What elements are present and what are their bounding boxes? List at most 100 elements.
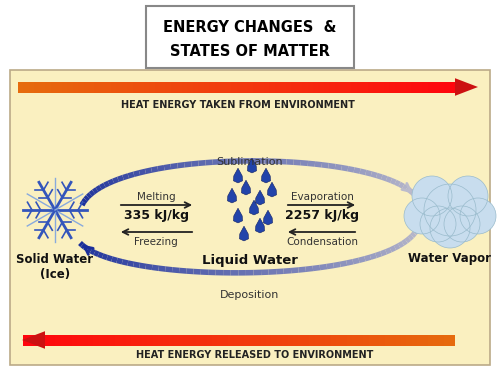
Circle shape (444, 206, 480, 242)
Polygon shape (444, 81, 450, 93)
Polygon shape (72, 334, 77, 345)
Polygon shape (40, 81, 46, 93)
Text: Condensation: Condensation (286, 237, 358, 247)
Polygon shape (231, 81, 236, 93)
Polygon shape (368, 81, 373, 93)
Polygon shape (24, 81, 29, 93)
Polygon shape (336, 334, 342, 345)
Polygon shape (149, 81, 154, 93)
Polygon shape (218, 334, 223, 345)
Polygon shape (209, 81, 214, 93)
Polygon shape (374, 334, 380, 345)
Polygon shape (201, 334, 206, 345)
Polygon shape (244, 334, 250, 345)
Polygon shape (395, 81, 400, 93)
Polygon shape (44, 334, 50, 345)
Polygon shape (204, 81, 209, 93)
Polygon shape (439, 334, 444, 345)
Polygon shape (358, 334, 363, 345)
Polygon shape (417, 81, 422, 93)
Polygon shape (82, 334, 88, 345)
Polygon shape (110, 334, 115, 345)
Circle shape (424, 184, 476, 236)
Polygon shape (356, 81, 362, 93)
Polygon shape (234, 208, 242, 223)
Polygon shape (239, 334, 244, 345)
Polygon shape (250, 334, 255, 345)
Polygon shape (78, 81, 84, 93)
Polygon shape (390, 81, 395, 93)
Polygon shape (23, 334, 28, 345)
Circle shape (448, 176, 488, 216)
Polygon shape (29, 81, 34, 93)
Polygon shape (66, 334, 71, 345)
Polygon shape (255, 334, 260, 345)
Polygon shape (34, 334, 39, 345)
Polygon shape (176, 81, 182, 93)
Text: HEAT ENERGY TAKEN FROM ENVIRONMENT: HEAT ENERGY TAKEN FROM ENVIRONMENT (121, 100, 355, 110)
Polygon shape (84, 81, 89, 93)
Polygon shape (342, 334, 347, 345)
Polygon shape (88, 334, 93, 345)
Polygon shape (293, 334, 298, 345)
Polygon shape (196, 334, 201, 345)
Polygon shape (220, 81, 226, 93)
Polygon shape (104, 334, 110, 345)
Polygon shape (160, 81, 166, 93)
Polygon shape (362, 81, 368, 93)
Polygon shape (422, 81, 428, 93)
Polygon shape (214, 81, 220, 93)
Polygon shape (401, 334, 406, 345)
Polygon shape (106, 81, 111, 93)
Polygon shape (228, 188, 236, 203)
Text: Evaporation: Evaporation (290, 192, 354, 202)
Polygon shape (326, 334, 331, 345)
Polygon shape (406, 81, 411, 93)
Polygon shape (373, 81, 378, 93)
Polygon shape (98, 334, 104, 345)
Polygon shape (346, 81, 351, 93)
FancyBboxPatch shape (146, 6, 354, 68)
Polygon shape (28, 334, 34, 345)
Polygon shape (422, 334, 428, 345)
Circle shape (420, 206, 456, 242)
Polygon shape (171, 81, 176, 93)
Polygon shape (18, 81, 24, 93)
Polygon shape (291, 81, 296, 93)
Polygon shape (236, 81, 242, 93)
Circle shape (460, 198, 496, 234)
Polygon shape (318, 81, 324, 93)
Text: Solid Water
(Ice): Solid Water (Ice) (16, 253, 94, 281)
Polygon shape (22, 331, 45, 349)
Polygon shape (268, 182, 276, 197)
Text: ENERGY CHANGES  &: ENERGY CHANGES & (164, 21, 336, 36)
Polygon shape (56, 81, 62, 93)
Polygon shape (132, 81, 138, 93)
Polygon shape (450, 81, 455, 93)
Polygon shape (122, 81, 127, 93)
Polygon shape (147, 334, 152, 345)
Polygon shape (266, 334, 272, 345)
Polygon shape (248, 158, 256, 173)
Polygon shape (264, 210, 272, 225)
Polygon shape (62, 81, 67, 93)
Polygon shape (298, 334, 304, 345)
Polygon shape (406, 334, 412, 345)
Polygon shape (188, 81, 193, 93)
Polygon shape (262, 168, 270, 183)
Polygon shape (270, 81, 274, 93)
Polygon shape (320, 334, 326, 345)
Polygon shape (331, 334, 336, 345)
Text: Water Vapor: Water Vapor (408, 252, 492, 265)
Polygon shape (412, 81, 417, 93)
Polygon shape (138, 81, 143, 93)
Polygon shape (72, 81, 78, 93)
Polygon shape (154, 81, 160, 93)
Polygon shape (282, 334, 288, 345)
Polygon shape (185, 334, 190, 345)
Polygon shape (324, 81, 330, 93)
Polygon shape (384, 81, 390, 93)
Polygon shape (433, 81, 438, 93)
Polygon shape (126, 334, 131, 345)
Polygon shape (169, 334, 174, 345)
